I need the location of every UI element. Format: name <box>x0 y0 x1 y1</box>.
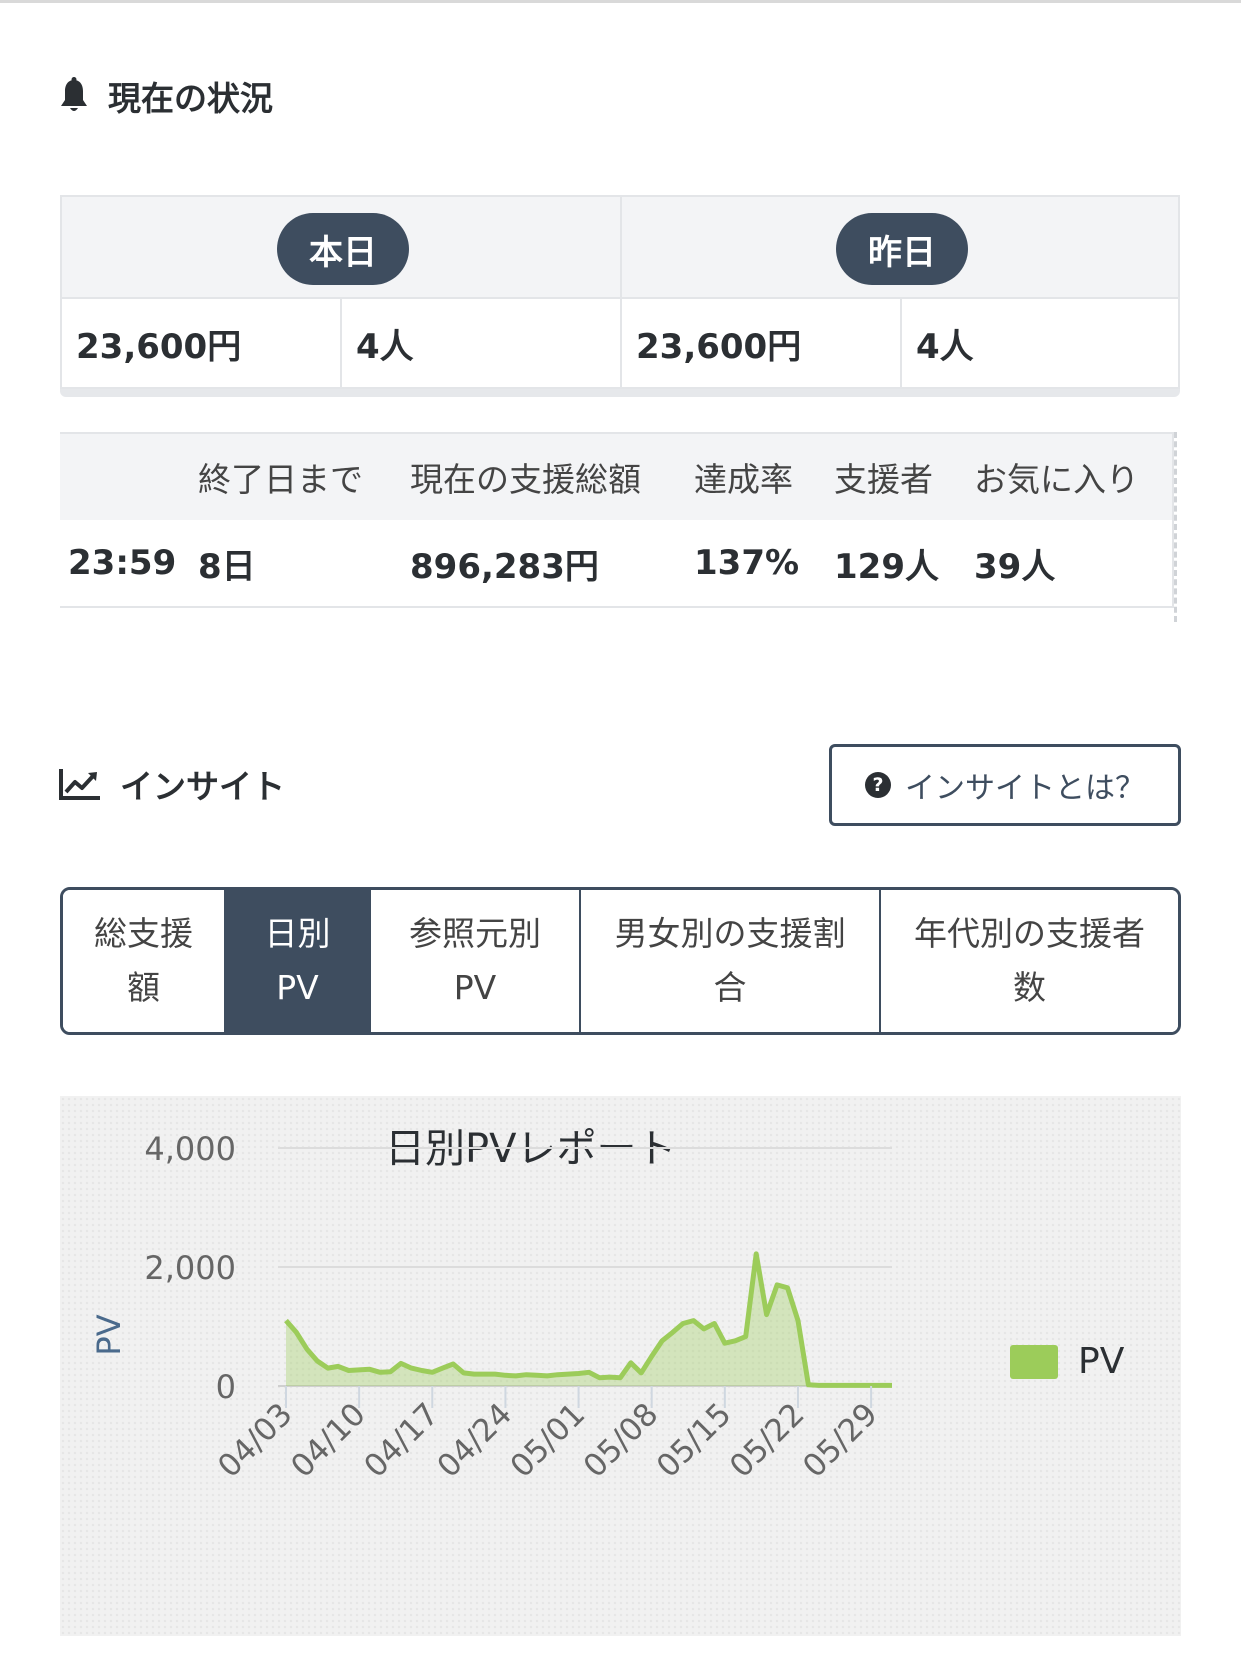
stats-value-supporters: 129人 <box>820 520 962 608</box>
stats-header-time <box>60 432 186 522</box>
stats-header-favorites: お気に入り <box>960 432 1174 522</box>
y-tick-label: 4,000 <box>144 1130 236 1168</box>
stats-header-days-left: 終了日まで <box>184 432 398 522</box>
today-header-cell: 本日 <box>60 195 622 299</box>
bell-icon <box>61 77 87 111</box>
x-tick-label: 04/24 <box>430 1396 519 1485</box>
tab-label-line2: 合 <box>713 968 747 1007</box>
insight-title: インサイト <box>120 767 285 806</box>
stats-header-supporters: 支援者 <box>820 432 962 522</box>
y-tick-label: 0 <box>216 1368 236 1406</box>
y-axis-label: PV <box>90 1314 128 1355</box>
series-area-pv <box>286 1253 892 1386</box>
table-shadow <box>60 389 1180 397</box>
x-tick-label: 05/22 <box>723 1396 812 1485</box>
legend-swatch <box>1010 1344 1058 1379</box>
x-tick-label: 05/15 <box>650 1396 739 1485</box>
question-circle-icon: ? <box>865 772 891 798</box>
stats-value-rate: 137% <box>680 520 822 608</box>
today-badge: 本日 <box>277 213 409 285</box>
yesterday-people: 4人 <box>900 297 1180 389</box>
tab-gender-ratio[interactable]: 男女別の支援割合 <box>581 890 881 1032</box>
tab-referrer-pv[interactable]: 参照元別 PV <box>371 890 581 1032</box>
today-yesterday-table: 本日 昨日 23,600円 4人 23,600円 4人 <box>60 195 1180 400</box>
x-tick-label: 05/29 <box>796 1396 885 1485</box>
stats-value-days-left: 8日 <box>184 520 398 608</box>
chart-legend[interactable]: PV <box>1010 1341 1124 1382</box>
legend-label: PV <box>1078 1341 1125 1382</box>
insight-help-button[interactable]: ? インサイトとは？ <box>829 744 1181 826</box>
stats-value-time: 23:59 <box>60 520 186 608</box>
insight-tabs: 総支援額 日別 PV 参照元別 PV 男女別の支援割合 年代別の支援者数 <box>60 887 1181 1035</box>
status-title: 現在の状況 <box>108 79 273 118</box>
yesterday-header-cell: 昨日 <box>620 195 1180 299</box>
tab-age-supporters[interactable]: 年代別の支援者数 <box>881 890 1178 1032</box>
tab-label-line1: 日別 <box>264 914 331 953</box>
stats-value-favorites: 39人 <box>960 520 1174 608</box>
today-amount: 23,600円 <box>60 297 342 389</box>
tab-label-line1: 参照元別 <box>409 914 541 953</box>
x-tick-label: 04/17 <box>357 1396 446 1485</box>
y-tick-label: 2,000 <box>144 1249 236 1287</box>
today-people: 4人 <box>340 297 622 389</box>
insight-heading: インサイト <box>58 760 285 808</box>
tab-label-line2: PV <box>453 968 497 1007</box>
table-scroll-edge <box>1174 432 1177 622</box>
top-divider <box>0 0 1241 3</box>
x-tick-label: 05/01 <box>504 1396 593 1485</box>
tab-label-line1: 年代別の支援者 <box>914 914 1145 953</box>
x-tick-label: 05/08 <box>577 1396 666 1485</box>
campaign-stats-table: 終了日まで 現在の支援総額 達成率 支援者 お気に入り 23:59 8日 896… <box>60 432 1182 622</box>
tab-total-amount[interactable]: 総支援額 <box>63 890 226 1032</box>
yesterday-badge: 昨日 <box>836 213 968 285</box>
tab-label-line1: 男女別の支援割 <box>614 914 846 953</box>
line-chart-icon <box>59 769 100 800</box>
x-tick-label: 04/03 <box>211 1396 300 1485</box>
daily-pv-chart: 日別PVレポート 4,000 2,000 0 PV 04/03 04/10 04/17 04/… <box>60 1096 1181 1636</box>
stats-value-total: 896,283円 <box>396 520 682 608</box>
x-tick-label: 04/10 <box>284 1396 373 1485</box>
insight-help-label: インサイトとは？ <box>905 771 1145 806</box>
tab-daily-pv[interactable]: 日別 PV <box>226 890 371 1032</box>
tab-label-line2: 数 <box>1013 968 1046 1007</box>
tab-label-line1: 総支援 <box>94 914 193 953</box>
tab-label-line2: 額 <box>127 968 160 1007</box>
yesterday-amount: 23,600円 <box>620 297 902 389</box>
stats-header-rate: 達成率 <box>680 432 822 522</box>
series-line-pv <box>284 1251 892 1388</box>
chart-canvas: 4,0002,0000PV04/0304/1004/1704/2405/0105… <box>90 1130 892 1485</box>
status-heading: 現在の状況 <box>58 72 273 120</box>
stats-header-total: 現在の支援総額 <box>396 432 682 522</box>
tab-label-line2: PV <box>276 968 319 1007</box>
